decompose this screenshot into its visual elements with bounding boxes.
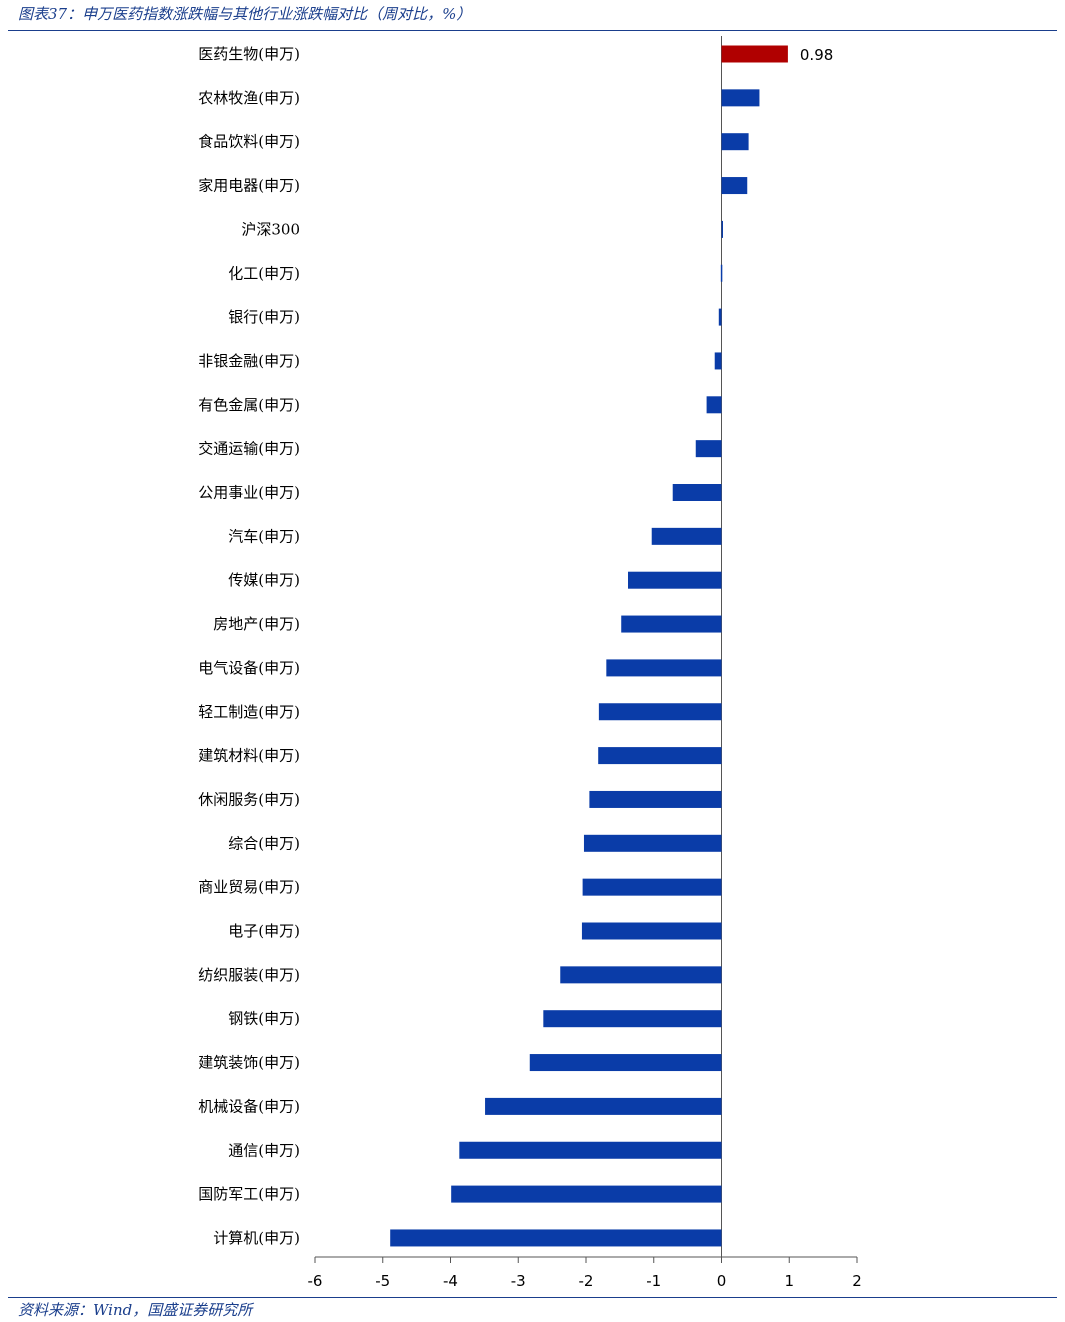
bar-23 (529, 1054, 722, 1072)
bar-5 (720, 264, 723, 282)
category-label: 农林牧渔(申万) (198, 89, 300, 107)
category-label: 通信(申万) (228, 1141, 300, 1159)
category-label: 传媒(申万) (228, 571, 300, 589)
category-label: 家用电器(申万) (198, 177, 300, 195)
x-tick-label: 0 (717, 1272, 727, 1290)
bar-7 (714, 352, 722, 370)
bar-13 (621, 615, 722, 633)
bar-6 (718, 308, 722, 326)
source-note: 资料来源：Wind，国盛证券研究所 (18, 1301, 253, 1319)
bar-26 (451, 1185, 722, 1203)
bar-2 (721, 133, 749, 151)
bar-8 (706, 396, 722, 414)
bar-21 (560, 966, 722, 984)
category-label: 化工(申万) (228, 264, 300, 282)
bar-22 (543, 1010, 722, 1028)
bar-19 (582, 878, 722, 896)
x-tick-label: 1 (784, 1272, 794, 1290)
bar-12 (628, 571, 722, 589)
top-divider (8, 30, 1057, 31)
bar-0 (721, 45, 788, 63)
category-label: 纺织服装(申万) (198, 966, 300, 984)
category-label: 非银金融(申万) (198, 352, 300, 370)
x-tick-label: -6 (308, 1272, 323, 1290)
category-label: 交通运输(申万) (198, 440, 300, 458)
chart-title: 图表37：申万医药指数涨跌幅与其他行业涨跌幅对比（周对比，%） (18, 5, 472, 23)
category-label: 沪深300 (241, 220, 300, 238)
category-label: 综合(申万) (228, 834, 300, 852)
category-label: 钢铁(申万) (228, 1010, 300, 1028)
category-label: 公用事业(申万) (198, 484, 300, 502)
bar-16 (598, 747, 722, 765)
bar-15 (598, 703, 722, 721)
bar-18 (583, 834, 722, 852)
category-label: 国防军工(申万) (198, 1185, 300, 1203)
bar-1 (721, 89, 760, 107)
bar-27 (390, 1229, 722, 1247)
category-label: 建筑装饰(申万) (198, 1054, 300, 1072)
category-label: 轻工制造(申万) (198, 703, 300, 721)
x-tick-label: 2 (852, 1272, 862, 1290)
category-label: 银行(申万) (228, 308, 300, 326)
bar-14 (606, 659, 722, 677)
category-label: 医药生物(申万) (198, 45, 300, 63)
x-tick-label: -5 (375, 1272, 390, 1290)
bottom-divider (8, 1297, 1057, 1298)
bar-11 (651, 527, 722, 545)
category-label: 房地产(申万) (213, 615, 300, 633)
category-label: 食品饮料(申万) (198, 133, 300, 151)
bar-24 (485, 1097, 722, 1115)
category-label: 休闲服务(申万) (198, 790, 300, 808)
data-label: 0.98 (800, 46, 833, 64)
x-tick-label: -3 (511, 1272, 526, 1290)
category-label: 电子(申万) (228, 922, 300, 940)
bar-20 (581, 922, 722, 940)
bar-25 (459, 1141, 722, 1159)
x-tick-label: -4 (443, 1272, 458, 1290)
bar-3 (721, 177, 748, 195)
category-label: 商业贸易(申万) (198, 878, 300, 896)
category-label: 建筑材料(申万) (198, 747, 300, 765)
category-label: 电气设备(申万) (198, 659, 300, 677)
x-tick-label: -2 (579, 1272, 594, 1290)
x-tick-label: -1 (646, 1272, 661, 1290)
category-label: 计算机(申万) (213, 1229, 300, 1247)
category-label: 汽车(申万) (228, 527, 300, 545)
bar-4 (721, 220, 723, 238)
bar-17 (589, 790, 722, 808)
bar-9 (695, 440, 722, 458)
bar-10 (672, 484, 722, 501)
category-label: 机械设备(申万) (198, 1097, 300, 1115)
category-label: 有色金属(申万) (198, 396, 300, 414)
